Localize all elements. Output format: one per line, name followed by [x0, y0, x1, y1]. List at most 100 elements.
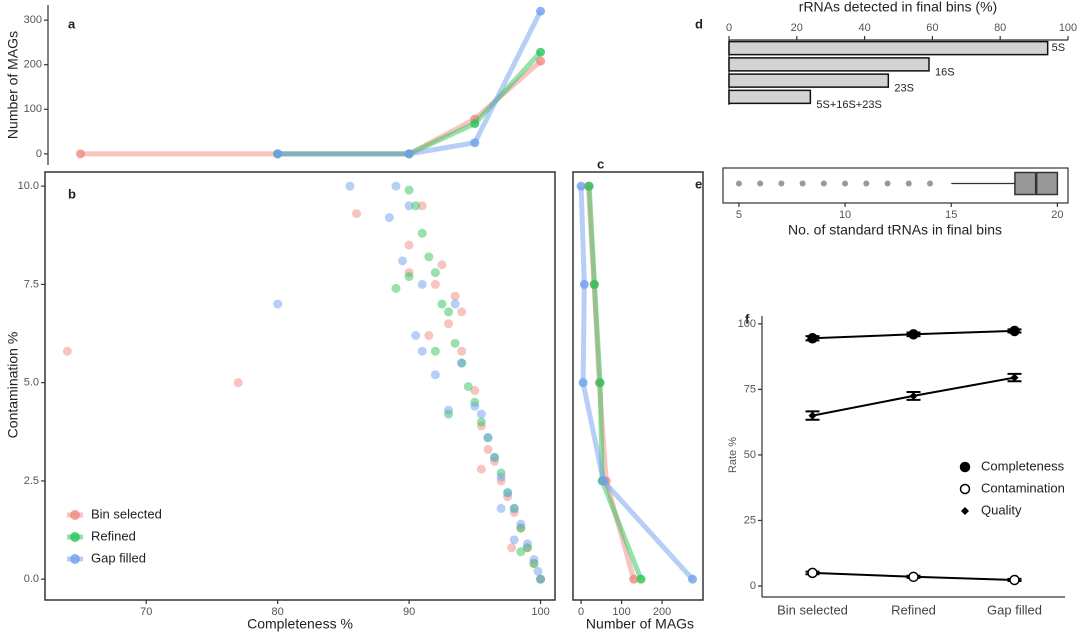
panel-letter: e	[695, 176, 702, 191]
point	[509, 535, 519, 545]
legend-label: Gap filled	[91, 550, 146, 565]
point	[516, 519, 526, 529]
outlier	[884, 180, 891, 187]
point	[391, 181, 401, 191]
legend-marker	[959, 483, 971, 495]
x-tick-label: Refined	[891, 602, 936, 617]
point	[476, 409, 486, 419]
y-tick-label: 2.5	[24, 475, 39, 487]
y-tick-label: 25	[744, 514, 756, 526]
bar-label: 23S	[894, 83, 914, 95]
point	[463, 382, 473, 392]
panel-letter: c	[597, 156, 604, 171]
x-tick-label: 100	[1059, 22, 1077, 34]
x-tick-label: 60	[926, 22, 938, 34]
point	[417, 228, 427, 238]
point	[1009, 325, 1020, 337]
y-tick-label: 0.0	[24, 573, 39, 585]
point	[62, 346, 72, 356]
point	[398, 256, 408, 266]
point	[424, 252, 434, 262]
point	[483, 433, 493, 443]
point	[450, 291, 460, 301]
legend-marker	[70, 554, 80, 564]
point	[450, 299, 460, 309]
x-tick-label: 15	[945, 209, 957, 221]
x-tick-label: 200	[653, 606, 671, 618]
bar	[728, 89, 812, 105]
legend-label: Contamination	[981, 480, 1065, 495]
legend-marker	[70, 510, 80, 520]
x-tick-label: 20	[791, 22, 803, 34]
point	[595, 378, 605, 388]
x-tick-label: 40	[858, 22, 870, 34]
y-tick-label: 100	[24, 103, 42, 115]
x-tick-label: 100	[531, 606, 549, 618]
panel-letter: f	[745, 311, 750, 326]
point	[522, 539, 532, 549]
legend-label: Quality	[981, 502, 1022, 517]
legend-marker	[959, 461, 971, 473]
bar	[728, 40, 1049, 56]
y-tick-label: 10.0	[18, 180, 39, 192]
y-axis-label: Contamination %	[5, 332, 21, 439]
point	[509, 503, 519, 513]
point	[636, 574, 646, 584]
point	[584, 181, 594, 191]
point	[536, 574, 546, 584]
point	[404, 272, 414, 282]
point	[450, 338, 460, 348]
point	[444, 405, 454, 415]
point	[533, 566, 543, 576]
y-tick-label: 5.0	[24, 377, 39, 389]
y-tick-label: 7.5	[24, 278, 39, 290]
bar	[728, 73, 890, 88]
point	[273, 149, 283, 159]
plot-frame	[722, 167, 1069, 204]
legend-label: Refined	[91, 528, 136, 543]
point	[273, 299, 283, 309]
panel-letter: b	[68, 186, 76, 201]
bar-label: 5S	[1052, 42, 1065, 54]
x-axis-label: No. of standard tRNAs in final bins	[788, 222, 1002, 238]
x-axis-label: Number of MAGs	[586, 616, 694, 632]
y-tick-label: 100	[738, 318, 756, 330]
point	[424, 330, 434, 340]
series-line	[277, 50, 543, 157]
outlier	[735, 180, 742, 187]
y-axis-label: Rate %	[727, 437, 739, 473]
plot-frame	[44, 171, 556, 601]
point	[908, 329, 919, 340]
point	[430, 268, 440, 278]
point	[807, 567, 818, 579]
point	[417, 346, 427, 356]
point	[233, 378, 243, 388]
outlier	[778, 180, 785, 187]
bar-label: 16S	[935, 66, 955, 78]
point	[536, 56, 546, 66]
point	[808, 411, 817, 420]
point	[476, 464, 486, 474]
point	[490, 452, 500, 462]
outlier	[927, 180, 933, 187]
point	[75, 149, 85, 159]
bar	[728, 57, 930, 72]
x-tick-label: 0	[578, 606, 584, 618]
point	[529, 555, 539, 565]
x-axis-label: rRNAs detected in final bins (%)	[799, 0, 997, 15]
outlier	[905, 180, 912, 187]
y-tick-label: 200	[24, 59, 42, 71]
y-axis-label: Number of MAGs	[5, 31, 21, 139]
outlier	[842, 180, 849, 187]
point	[457, 346, 467, 356]
y-tick-label: 75	[744, 383, 756, 395]
point	[411, 330, 421, 340]
point	[470, 386, 480, 396]
point	[687, 574, 697, 584]
point	[444, 307, 454, 317]
point	[437, 299, 447, 309]
point	[908, 571, 919, 583]
point	[437, 260, 447, 270]
point	[430, 346, 440, 356]
outlier	[820, 180, 827, 187]
